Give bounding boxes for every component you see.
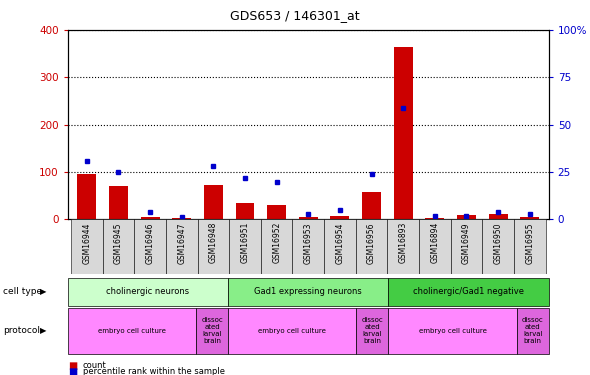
Bar (267, 205, 286, 219)
Bar (204, 185, 223, 219)
Text: count: count (83, 361, 106, 370)
Bar (299, 217, 318, 219)
Bar (109, 186, 128, 219)
FancyBboxPatch shape (293, 219, 324, 274)
Text: GSM16950: GSM16950 (494, 222, 503, 264)
Text: GSM16945: GSM16945 (114, 222, 123, 264)
FancyBboxPatch shape (135, 219, 166, 274)
Text: ▶: ▶ (40, 326, 47, 335)
Text: dissoc
ated
larval
brain: dissoc ated larval brain (201, 317, 223, 344)
FancyBboxPatch shape (451, 219, 482, 274)
Text: GSM16956: GSM16956 (367, 222, 376, 264)
Text: GSM16954: GSM16954 (335, 222, 345, 264)
Bar (425, 218, 444, 219)
Bar (394, 46, 412, 219)
Text: ■: ■ (68, 367, 77, 375)
Text: embryo cell culture: embryo cell culture (258, 328, 326, 334)
Text: cell type: cell type (3, 287, 42, 296)
Text: GSM16893: GSM16893 (399, 222, 408, 264)
Text: ▶: ▶ (40, 287, 47, 296)
Text: ■: ■ (68, 361, 77, 370)
FancyBboxPatch shape (166, 219, 198, 274)
Text: GSM16953: GSM16953 (304, 222, 313, 264)
FancyBboxPatch shape (71, 219, 103, 274)
Bar (172, 218, 191, 219)
Text: embryo cell culture: embryo cell culture (418, 328, 487, 334)
Text: GSM16949: GSM16949 (462, 222, 471, 264)
Bar (520, 217, 539, 219)
FancyBboxPatch shape (261, 219, 293, 274)
FancyBboxPatch shape (482, 219, 514, 274)
Bar (362, 192, 381, 219)
Text: Gad1 expressing neurons: Gad1 expressing neurons (254, 287, 362, 296)
Text: GSM16947: GSM16947 (177, 222, 186, 264)
Text: GSM16948: GSM16948 (209, 222, 218, 264)
FancyBboxPatch shape (356, 219, 388, 274)
Text: dissoc
ated
larval
brain: dissoc ated larval brain (362, 317, 384, 344)
Bar (489, 214, 507, 219)
Text: GSM16952: GSM16952 (272, 222, 281, 264)
FancyBboxPatch shape (103, 219, 135, 274)
Text: GDS653 / 146301_at: GDS653 / 146301_at (230, 9, 360, 22)
FancyBboxPatch shape (388, 219, 419, 274)
FancyBboxPatch shape (419, 219, 451, 274)
Text: GSM16944: GSM16944 (83, 222, 91, 264)
Text: percentile rank within the sample: percentile rank within the sample (83, 368, 225, 375)
FancyBboxPatch shape (324, 219, 356, 274)
Text: protocol: protocol (3, 326, 40, 335)
Text: GSM16894: GSM16894 (430, 222, 440, 264)
FancyBboxPatch shape (514, 219, 546, 274)
Text: GSM16955: GSM16955 (525, 222, 534, 264)
Text: cholinergic neurons: cholinergic neurons (106, 287, 189, 296)
Bar (77, 174, 96, 219)
Bar (330, 216, 349, 219)
Bar (457, 214, 476, 219)
Text: cholinergic/Gad1 negative: cholinergic/Gad1 negative (413, 287, 524, 296)
Text: GSM16946: GSM16946 (146, 222, 155, 264)
Text: dissoc
ated
larval
brain: dissoc ated larval brain (522, 317, 543, 344)
Text: GSM16951: GSM16951 (241, 222, 250, 264)
Text: embryo cell culture: embryo cell culture (98, 328, 166, 334)
Bar (235, 203, 254, 219)
FancyBboxPatch shape (229, 219, 261, 274)
FancyBboxPatch shape (198, 219, 229, 274)
Bar (140, 217, 159, 219)
